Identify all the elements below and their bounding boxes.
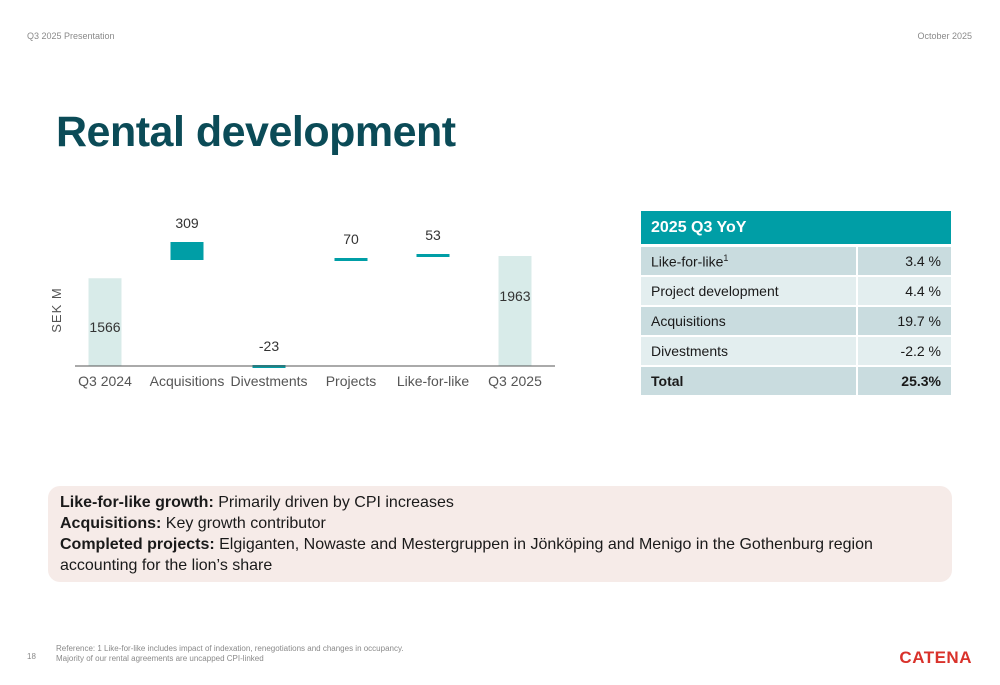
row-value: 25.3%: [857, 366, 951, 397]
note-line: Completed projects: Elgiganten, Nowaste …: [60, 536, 873, 574]
reference-footnote: Reference: 1 Like-for-like includes impa…: [56, 644, 404, 663]
table-row: Like-for-like1 3.4 %: [641, 245, 951, 277]
catena-logo: CATENA: [899, 648, 972, 667]
row-label: Project development: [641, 276, 859, 307]
table-row-total: Total 25.3%: [641, 366, 951, 397]
presentation-date: October 2025: [917, 31, 972, 41]
bar-value-label: 309: [175, 215, 199, 231]
row-value: 19.7 %: [857, 306, 951, 337]
category-tick-label: Q3 2025: [488, 373, 542, 389]
table-row: Divestments -2.2 %: [641, 336, 951, 367]
note-line: Like-for-like growth: Primarily driven b…: [60, 494, 454, 511]
waterfall-chart: 1566 Q3 2024 309 Acquisitions -23 Divestments…: [49, 215, 555, 389]
page-number: 18: [27, 652, 36, 661]
waterfall-bar: [88, 278, 122, 366]
bar-value-label: 53: [425, 227, 441, 243]
row-value: -2.2 %: [857, 336, 951, 367]
row-value: 3.4 %: [857, 245, 951, 277]
bar-value-label: 70: [343, 231, 359, 247]
bar-value-label: 1963: [499, 288, 530, 304]
category-tick-label: Like-for-like: [397, 373, 470, 389]
bar-value-label: 1566: [89, 319, 120, 335]
table-row: Acquisitions 19.7 %: [641, 306, 951, 337]
waterfall-bar: [416, 254, 450, 257]
yoy-table: 2025 Q3 YoY Like-for-like1 3.4 % Project…: [641, 211, 951, 397]
row-label: Like-for-like1: [641, 245, 859, 277]
row-value: 4.4 %: [857, 276, 951, 307]
category-tick-label: Projects: [326, 373, 377, 389]
row-label: Total: [641, 366, 859, 397]
category-tick-label: Q3 2024: [78, 373, 132, 389]
waterfall-bar: [170, 242, 204, 260]
row-label: Acquisitions: [641, 306, 859, 337]
yoy-table-header: 2025 Q3 YoY: [641, 211, 951, 247]
slide-title: Rental development: [56, 108, 456, 156]
category-tick-label: Divestments: [230, 373, 307, 389]
waterfall-bar: [498, 256, 532, 366]
category-tick-label: Acquisitions: [150, 373, 225, 389]
footnote-marker: 1: [723, 252, 729, 263]
y-axis-label: SEK M: [49, 287, 64, 332]
commentary-box: Like-for-like growth: Primarily driven b…: [48, 486, 952, 582]
note-line: Acquisitions: Key growth contributor: [60, 515, 326, 532]
table-row: Project development 4.4 %: [641, 276, 951, 307]
waterfall-bar: [334, 258, 368, 261]
bar-value-label: -23: [259, 338, 279, 354]
presentation-name: Q3 2025 Presentation: [27, 31, 115, 41]
row-label: Divestments: [641, 336, 859, 367]
